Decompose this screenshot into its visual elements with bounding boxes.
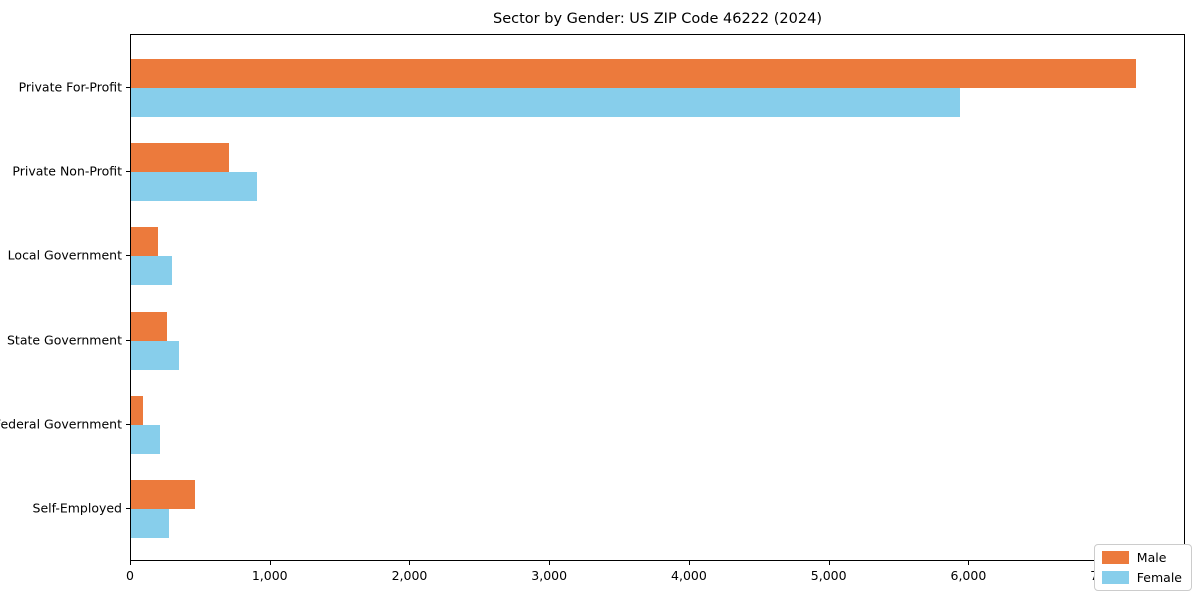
xtick-label-5000: 5,000 [810, 568, 847, 583]
bar-female-local-government [131, 256, 172, 286]
ytick-mark [126, 508, 130, 509]
legend-label-male: Male [1136, 550, 1167, 565]
male-color-swatch [1101, 551, 1129, 564]
xtick-label-4000: 4,000 [671, 568, 707, 583]
female-color-swatch [1101, 571, 1129, 584]
ytick-label-state-government: State Government [6, 332, 122, 348]
bar-female-state-government [131, 340, 179, 370]
xtick-label-6000: 6,000 [950, 568, 987, 583]
bar-male-self-employed [131, 480, 196, 509]
bar-female-self-employed [131, 509, 169, 538]
bar-male-state-government [131, 311, 168, 341]
xtick-label-0: 0 [126, 568, 134, 583]
ytick-mark [126, 87, 130, 88]
xtick-mark [549, 561, 551, 565]
bar-female-private-for-profit [131, 88, 960, 117]
xtick-mark [409, 561, 411, 565]
legend-item-male: Male [1101, 550, 1182, 565]
legend-label-female: Female [1136, 570, 1182, 585]
ytick-label-private-non-profit: Private Non-Profit [12, 163, 122, 179]
bar-male-local-government [131, 227, 159, 257]
ytick-label-federal-government: Federal Government [0, 416, 122, 432]
ytick-mark [126, 423, 130, 425]
xtick-label-3000: 3,000 [531, 568, 568, 583]
bar-female-private-non-profit [131, 172, 257, 202]
ytick-label-local-government: Local Government [7, 247, 122, 263]
legend-item-female: Female [1101, 570, 1182, 585]
xtick-mark [130, 561, 131, 565]
ytick-mark [126, 171, 130, 173]
bar-male-private-non-profit [131, 143, 229, 173]
ytick-mark [126, 255, 130, 257]
bar-male-private-for-profit [131, 59, 1136, 88]
legend: Male Female [1093, 544, 1192, 591]
xtick-label-2000: 2,000 [391, 568, 428, 583]
xtick-mark [269, 561, 271, 565]
ytick-label-self-employed: Self-Employed [32, 500, 122, 516]
xtick-mark [688, 561, 690, 565]
xtick-mark [828, 561, 830, 565]
bar-female-federal-government [131, 424, 161, 454]
plot-area [130, 34, 1185, 561]
ytick-mark [126, 339, 130, 341]
xtick-label-1000: 1,000 [251, 568, 288, 583]
xtick-mark [968, 561, 970, 565]
bar-male-federal-government [131, 395, 143, 425]
ytick-label-private-for-profit: Private For-Profit [18, 79, 122, 95]
chart-title: Sector by Gender: US ZIP Code 46222 (202… [493, 11, 822, 27]
